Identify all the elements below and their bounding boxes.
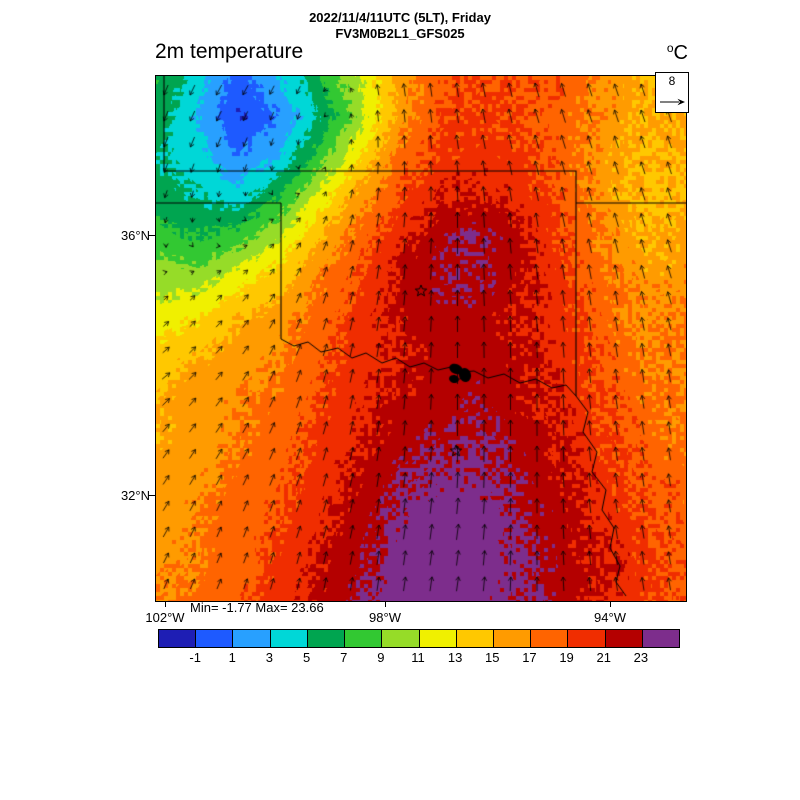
colorbar-tick-label: 23 — [633, 650, 649, 665]
units-label: oC — [620, 41, 688, 65]
lat-tick-label-36n: 36°N — [120, 228, 150, 243]
colorbar — [158, 629, 680, 648]
colorbar-tick-label: 1 — [228, 650, 236, 665]
colorbar-segment — [306, 630, 345, 647]
colorbar-tick-label: 9 — [377, 650, 385, 665]
colorbar-tick-label: 19 — [559, 650, 574, 665]
lon-tick-label-98w: 98°W — [369, 610, 401, 625]
colorbar-segment — [195, 630, 233, 647]
temperature-map-canvas — [156, 76, 686, 601]
run-datetime: 2022/11/4/11UTC (5LT), Friday — [309, 10, 491, 25]
colorbar-segment — [455, 630, 493, 647]
lat-tick-label-32n: 32°N — [120, 488, 150, 503]
model-name: FV3M0B2L1_GFS025 — [335, 26, 465, 41]
ref-vector-box: 8 — [655, 72, 689, 113]
colorbar-tick-label: 15 — [485, 650, 500, 665]
colorbar-segment — [344, 630, 382, 647]
lon-tick-label-94w: 94°W — [594, 610, 626, 625]
colorbar-tick-label: 7 — [340, 650, 348, 665]
min-max-stats: Min= -1.77 Max= 23.66 — [190, 600, 324, 615]
plot-title: 2m temperature — [155, 40, 304, 63]
lat-tick-mark-36n — [148, 235, 155, 236]
colorbar-segment — [269, 630, 307, 647]
colorbar-segment — [641, 630, 680, 647]
colorbar-tick-label: 17 — [522, 650, 537, 665]
colorbar-segment — [418, 630, 456, 647]
ref-vector-value: 8 — [668, 74, 676, 88]
lon-tick-mark-98w — [385, 601, 386, 607]
colorbar-tick-label: 13 — [447, 650, 463, 665]
colorbar-tick-label: 3 — [265, 650, 274, 665]
colorbar-segment — [232, 630, 270, 647]
colorbar-tick-label: -1 — [189, 650, 201, 665]
colorbar-segment — [530, 630, 568, 647]
lon-tick-mark-102w — [165, 601, 166, 607]
ref-vector-arrow-icon — [659, 98, 685, 106]
lon-tick-label-102w: 102°W — [145, 610, 185, 625]
colorbar-segment — [567, 630, 605, 647]
lat-tick-mark-32n — [148, 495, 155, 496]
units-superscript: o — [666, 41, 674, 55]
colorbar-tick-label: 5 — [302, 650, 311, 665]
colorbar-segment — [492, 630, 531, 647]
units-letter: C — [673, 42, 688, 64]
lon-tick-mark-94w — [610, 601, 611, 607]
colorbar-segment — [604, 630, 642, 647]
colorbar-tick-label: 11 — [411, 650, 425, 665]
map-frame — [155, 75, 687, 602]
colorbar-tick-label: 21 — [596, 650, 611, 665]
colorbar-segment — [381, 630, 419, 647]
colorbar-segment — [159, 630, 196, 647]
